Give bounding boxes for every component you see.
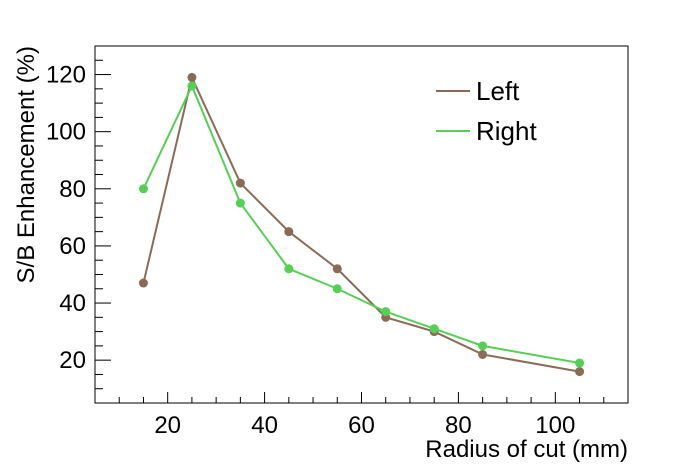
y-axis: 20 40 60 80 100 120 [46, 45, 111, 390]
data-point-left [284, 227, 294, 237]
y-tick-label: 20 [59, 347, 86, 374]
data-point-right [235, 198, 245, 208]
y-tick-label: 60 [59, 233, 86, 260]
y-tick-label: 120 [46, 62, 86, 89]
y-axis-label: S/B Enhancement (%) [13, 46, 40, 283]
x-axis-label: Radius of cut (mm) [425, 436, 628, 463]
y-tick-label: 100 [46, 119, 86, 146]
data-point-right [187, 81, 197, 91]
data-point-left [235, 178, 245, 188]
data-point-left [187, 72, 197, 82]
legend: Left Right [436, 76, 537, 146]
x-tick-label: 60 [348, 412, 375, 439]
y-tick-label: 80 [59, 176, 86, 203]
data-point-right [381, 307, 391, 317]
data-point-right [429, 324, 439, 334]
legend-label-right: Right [476, 116, 537, 146]
x-tick-label: 40 [251, 412, 278, 439]
data-point-left [478, 349, 488, 359]
data-point-right [138, 184, 148, 194]
series-layer [138, 72, 585, 377]
plot-frame [94, 45, 629, 404]
data-point-right [332, 284, 342, 294]
data-point-right [575, 358, 585, 368]
data-point-left [138, 278, 148, 288]
x-axis: 20 40 60 80 100 [118, 392, 629, 439]
y-tick-label: 40 [59, 290, 86, 317]
data-point-left [575, 367, 585, 377]
data-point-right [478, 341, 488, 351]
x-tick-label: 100 [535, 412, 575, 439]
x-tick-label: 80 [445, 412, 472, 439]
data-point-left [332, 264, 342, 274]
x-tick-label: 20 [154, 412, 181, 439]
data-point-right [284, 264, 294, 274]
legend-label-left: Left [476, 76, 520, 106]
